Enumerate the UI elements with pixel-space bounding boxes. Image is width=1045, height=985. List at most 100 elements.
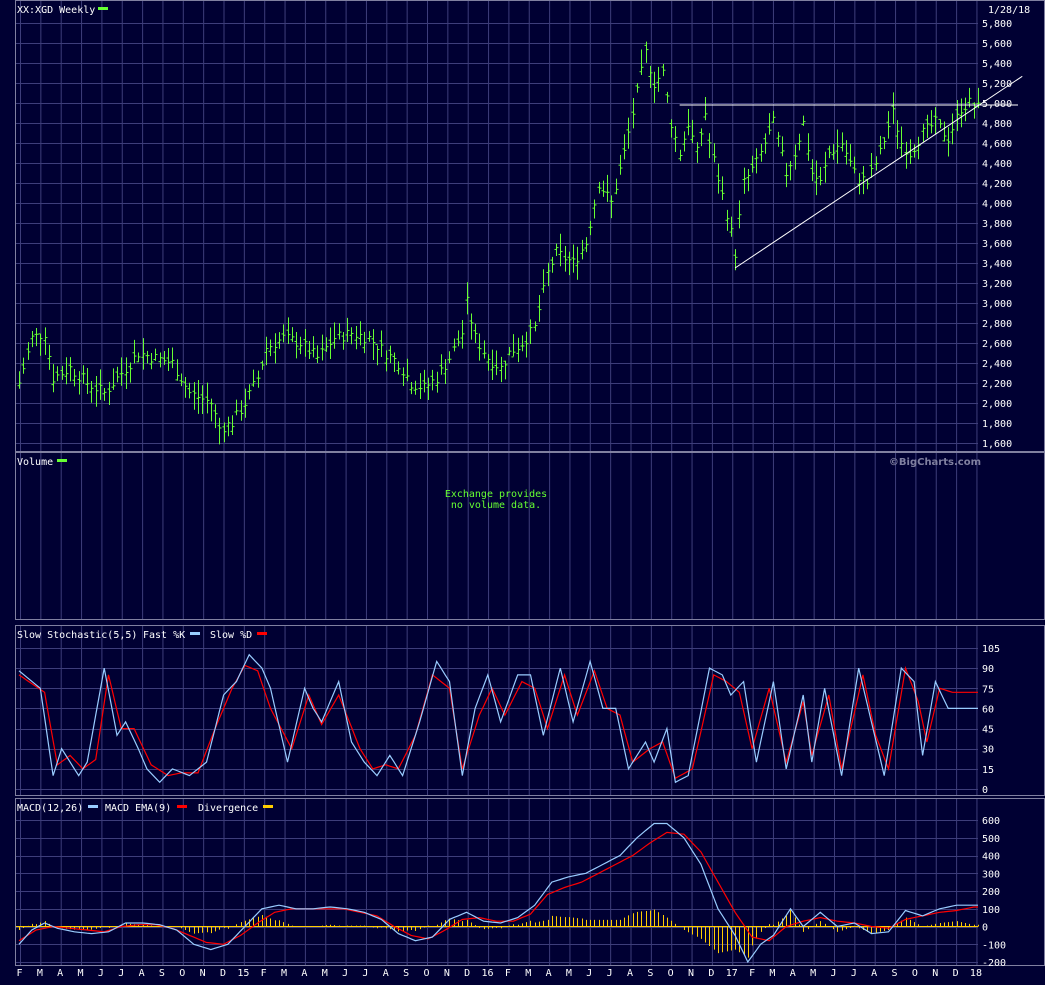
- macd-marks: [16, 822, 979, 964]
- price-y-tick: 1,800: [982, 419, 1012, 430]
- x-tick-label: A: [790, 968, 796, 979]
- price-y-tick: 3,600: [982, 239, 1012, 250]
- price-y-tick: 2,400: [982, 359, 1012, 370]
- macd-y-tick: -100: [982, 940, 1006, 951]
- x-tick-label: F: [505, 968, 511, 979]
- price-y-tick: 3,000: [982, 299, 1012, 310]
- stoch-fast-swatch: [190, 632, 200, 635]
- macd-y-tick: 400: [982, 852, 1000, 863]
- macd-panel-frame: [15, 798, 1045, 966]
- price-marks: [17, 41, 1023, 445]
- x-tick-labels: F M A M J J A S O N D 15 F M A M J J A S O N D 16 F M A M J J A S O N D 17 F…: [16, 968, 981, 979]
- x-tick-label: J: [607, 968, 613, 979]
- x-tick-label: J: [362, 968, 368, 979]
- x-tick-label: J: [851, 968, 857, 979]
- price-y-tick: 1,600: [982, 439, 1012, 450]
- price-y-tick: 4,000: [982, 199, 1012, 210]
- price-y-tick: 2,800: [982, 319, 1012, 330]
- price-y-tick: 5,200: [982, 79, 1012, 90]
- stoch-slow-line: [18, 664, 978, 780]
- price-y-tick: 4,800: [982, 119, 1012, 130]
- macd-ema-swatch: [177, 805, 187, 808]
- x-tick-label: M: [525, 968, 531, 979]
- stoch-y-tick: 30: [982, 745, 994, 756]
- x-tick-label: F: [261, 968, 267, 979]
- x-tick-label: M: [37, 968, 43, 979]
- x-tick-label: S: [647, 968, 653, 979]
- stoch-fast-line: [18, 653, 978, 784]
- volume-panel-frame: [15, 452, 1045, 620]
- x-tick-label: J: [98, 968, 104, 979]
- x-tick-label: 15: [237, 968, 249, 979]
- x-tick-label: J: [830, 968, 836, 979]
- x-tick-label: M: [810, 968, 816, 979]
- price-y-tick: 3,800: [982, 219, 1012, 230]
- x-tick-label: D: [220, 968, 226, 979]
- price-y-tick: 4,400: [982, 159, 1012, 170]
- price-y-tick: 5,600: [982, 39, 1012, 50]
- x-tick-label: M: [281, 968, 287, 979]
- macd-swatch: [88, 805, 98, 808]
- stoch-slow-label: Slow %D: [210, 630, 252, 641]
- x-tick-label: M: [78, 968, 84, 979]
- macd-y-tick: 200: [982, 887, 1000, 898]
- no-volume-message-line1: Exchange provides: [445, 489, 547, 500]
- x-tick-label: 17: [726, 968, 738, 979]
- x-tick-label: N: [444, 968, 450, 979]
- x-tick-label: O: [179, 968, 185, 979]
- macd-div-swatch: [263, 805, 273, 808]
- x-tick-label: D: [708, 968, 714, 979]
- x-tick-label: F: [16, 968, 22, 979]
- price-title: XX:XGD Weekly: [17, 5, 95, 16]
- macd-y-tick: 500: [982, 834, 1000, 845]
- x-tick-label: M: [566, 968, 572, 979]
- macd-y-tick: 100: [982, 905, 1000, 916]
- price-y-tick: 3,200: [982, 279, 1012, 290]
- x-tick-label: O: [912, 968, 918, 979]
- stoch-y-tick: 90: [982, 664, 994, 675]
- stoch-y-tick: 75: [982, 684, 994, 695]
- stoch-title: Slow Stochastic(5,5): [17, 630, 137, 641]
- x-tick-label: J: [118, 968, 124, 979]
- x-tick-label: M: [769, 968, 775, 979]
- grid-lines: [16, 1, 978, 965]
- macd-y-tick: -200: [982, 958, 1006, 969]
- x-tick-label: A: [301, 968, 307, 979]
- volume-legend-swatch: [57, 459, 67, 462]
- macd-ema-label: MACD EMA(9): [105, 803, 171, 814]
- x-tick-label: A: [57, 968, 63, 979]
- x-tick-label: O: [423, 968, 429, 979]
- bigcharts-watermark: ©BigCharts.com: [889, 457, 981, 468]
- price-y-tick: 3,400: [982, 259, 1012, 270]
- price-y-tick: 2,200: [982, 379, 1012, 390]
- x-tick-label: A: [627, 968, 633, 979]
- x-tick-label: S: [159, 968, 165, 979]
- price-y-tick: 5,000: [982, 99, 1012, 110]
- price-date: 1/28/18: [988, 5, 1030, 16]
- panel-frames: [15, 0, 1045, 966]
- macd-y-tick: 300: [982, 869, 1000, 880]
- price-panel-frame: [15, 0, 1045, 452]
- x-tick-label: 18: [970, 968, 982, 979]
- macd-y-tick: 600: [982, 816, 1000, 827]
- x-tick-label: A: [139, 968, 145, 979]
- x-tick-label: 16: [482, 968, 494, 979]
- x-tick-label: N: [200, 968, 206, 979]
- stoch-fast-label: Fast %K: [143, 630, 185, 641]
- x-tick-label: O: [668, 968, 674, 979]
- macd-div-label: Divergence: [198, 803, 258, 814]
- x-tick-label: A: [871, 968, 877, 979]
- stoch-y-tick: 105: [982, 644, 1000, 655]
- price-y-tick: 5,800: [982, 19, 1012, 30]
- stoch-y-tick: 45: [982, 725, 994, 736]
- y-tick-labels: 1,600 1,800 2,000 2,200 2,400 2,600 2,800 3,000…: [982, 19, 1012, 969]
- volume-title: Volume: [17, 457, 53, 468]
- x-tick-label: S: [403, 968, 409, 979]
- stoch-y-tick: 15: [982, 765, 994, 776]
- x-tick-label: S: [892, 968, 898, 979]
- x-tick-label: D: [464, 968, 470, 979]
- x-tick-label: N: [688, 968, 694, 979]
- x-tick-label: A: [383, 968, 389, 979]
